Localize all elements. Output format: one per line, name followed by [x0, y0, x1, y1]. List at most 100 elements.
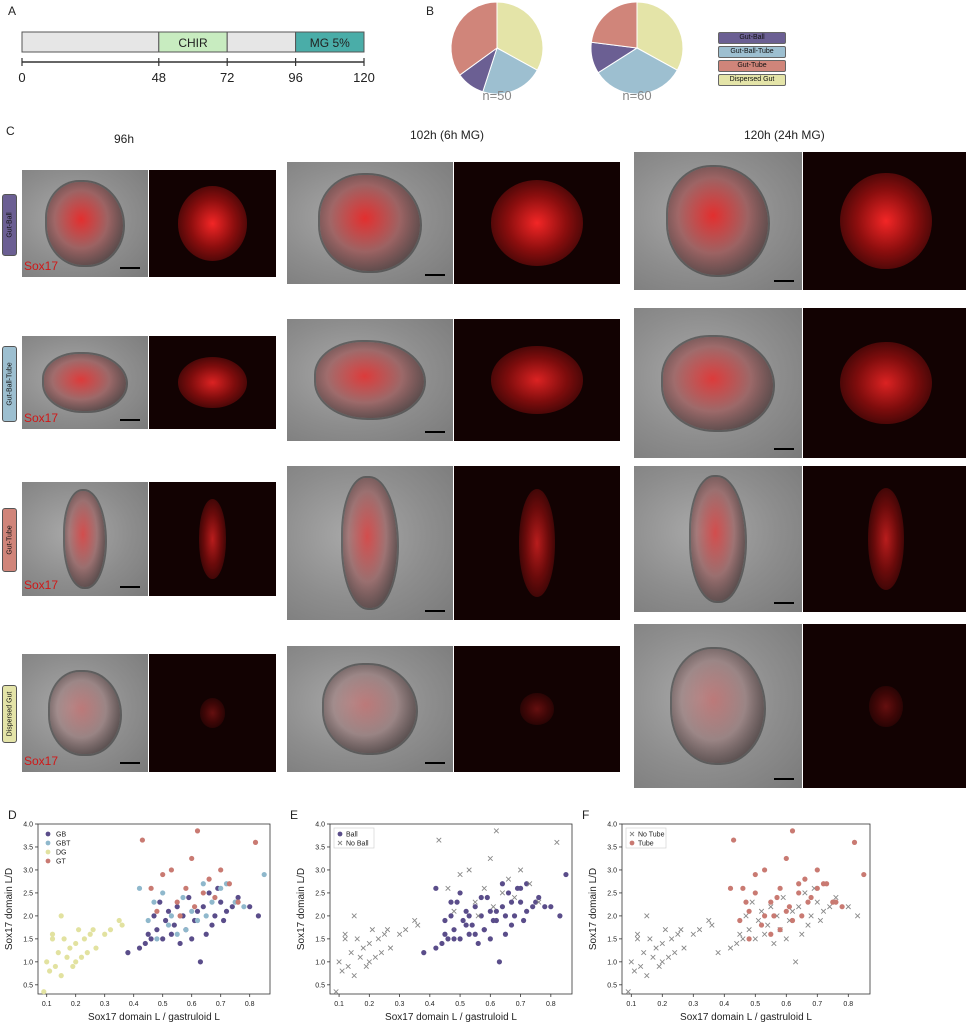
brightfield-image — [22, 336, 148, 429]
panel-label-e: E — [290, 808, 299, 822]
pie-n-label: n=60 — [622, 88, 651, 103]
y-tick-label: 3.5 — [23, 844, 33, 851]
x-tick-label: 0.6 — [187, 1001, 197, 1008]
y-tick-label: 1.5 — [23, 936, 33, 943]
scatter-point — [339, 968, 345, 974]
scatter-point — [780, 894, 786, 901]
y-tick-label: 0.5 — [607, 982, 617, 989]
scatter-point — [212, 894, 218, 901]
scatter-point — [690, 931, 696, 937]
scatter-point — [463, 908, 469, 914]
scatter-point — [789, 828, 796, 834]
scatter-point — [200, 904, 206, 910]
legend-label: DG — [56, 850, 67, 857]
legend-item: Dispersed Gut — [718, 74, 786, 86]
scatter-point — [511, 913, 518, 919]
pie-n-label: n=50 — [482, 88, 511, 103]
scatter-point — [499, 890, 506, 896]
scatter-point — [796, 881, 802, 887]
scatter-point — [78, 954, 85, 960]
scatter-point — [668, 936, 675, 942]
scatter-point — [165, 922, 172, 928]
scatter-point — [709, 922, 715, 928]
scatter-point — [502, 913, 509, 919]
legend-item: Gut-Ball-Tube — [718, 46, 786, 58]
x-tick-label: 0.7 — [812, 1001, 822, 1008]
legend-label: No Tube — [638, 832, 665, 839]
scatter-point — [366, 940, 372, 947]
y-tick-label: 2.5 — [607, 890, 617, 897]
scatter-point — [789, 908, 796, 914]
scatter-point — [457, 871, 463, 878]
brightfield-image — [22, 654, 148, 772]
x-tick-label: 0.3 — [395, 1001, 405, 1008]
scatter-point — [631, 968, 638, 974]
legend-label: Tube — [638, 841, 654, 848]
brightfield-image — [634, 152, 802, 290]
scatter-point — [783, 855, 789, 862]
y-tick-label: 2.0 — [23, 913, 33, 920]
scatter-point — [727, 885, 734, 891]
y-tick-label: 2.5 — [23, 890, 33, 897]
scatter-point — [517, 867, 524, 873]
scatter-point — [557, 913, 563, 919]
row-type-tag: Dispersed Gut — [2, 685, 17, 743]
scatter-point — [799, 913, 805, 919]
scatter-point — [61, 936, 67, 942]
scatter-point — [163, 917, 169, 924]
scatter-point — [174, 899, 180, 905]
scatter-point — [160, 890, 166, 896]
scatter-point — [765, 922, 771, 928]
scatter-point — [168, 931, 174, 937]
gastruloid-overlay — [324, 664, 416, 754]
scatter-point — [154, 936, 160, 942]
scatter-point — [758, 908, 765, 914]
scatter-point — [659, 959, 665, 965]
brightfield-image — [634, 466, 802, 612]
scale-bar — [120, 586, 140, 588]
timeline-tick-label: 72 — [220, 70, 234, 85]
scatter-point — [148, 936, 154, 942]
scatter-point — [396, 931, 403, 937]
x-tick-label: 0.1 — [42, 1001, 52, 1008]
scatter-point — [342, 936, 348, 942]
scatter-point — [517, 885, 524, 891]
column-title-96h: 96h — [114, 132, 135, 146]
timeline-tick-label: 96 — [288, 70, 302, 85]
scatter-point — [47, 968, 53, 974]
sox17-signal — [177, 186, 248, 261]
scatter-point — [490, 904, 496, 910]
scatter-point — [107, 927, 114, 933]
scatter-point — [460, 917, 466, 924]
scatter-point — [499, 881, 506, 887]
scatter-point — [783, 936, 789, 942]
scatter-point — [755, 917, 762, 924]
sox17-signal — [520, 693, 554, 725]
scatter-point — [448, 913, 454, 919]
scatter-point — [148, 885, 154, 891]
scatter-point — [223, 908, 230, 914]
y-axis-label: Sox17 domain L/D — [588, 868, 599, 950]
scatter-point — [802, 876, 808, 882]
x-tick-label: 0.2 — [364, 1001, 374, 1008]
scatter-point — [200, 890, 206, 896]
y-tick-label: 4.0 — [23, 822, 33, 829]
scatter-point — [799, 931, 805, 937]
x-tick-label: 0.7 — [516, 1001, 526, 1008]
sox17-signal — [177, 356, 248, 409]
scatter-point — [740, 936, 746, 942]
scatter-point — [820, 908, 827, 914]
scatter-point — [67, 945, 73, 951]
y-tick-label: 3.0 — [23, 867, 33, 874]
scatter-point — [466, 867, 472, 873]
scatter-point — [145, 917, 151, 924]
scatter-point — [203, 913, 209, 919]
scatter-point — [833, 899, 839, 905]
scatter-point — [348, 950, 354, 956]
scatter-point — [727, 945, 734, 951]
scatter-point — [665, 954, 672, 960]
gastruloid-overlay — [691, 476, 745, 602]
legend-marker — [629, 831, 635, 837]
scatter-point — [817, 917, 824, 924]
legend-marker — [45, 840, 51, 846]
